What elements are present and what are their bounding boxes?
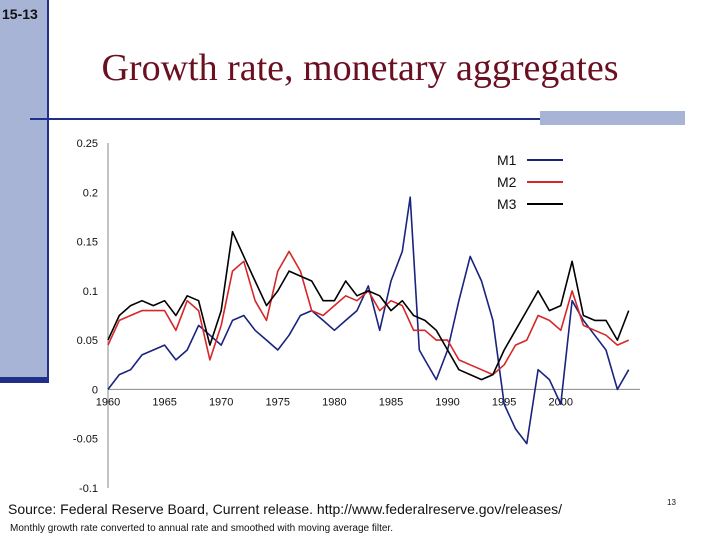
source-text: Source: Federal Reserve Board, Current r…	[8, 501, 563, 517]
y-tick-label: 0.05	[77, 335, 98, 347]
page-number: 13	[667, 498, 676, 507]
slide-id: 15-13	[2, 6, 38, 22]
series-line-m3	[107, 230, 630, 381]
x-tick-label: 1980	[322, 396, 346, 408]
y-tick-label: -0.1	[79, 483, 98, 495]
x-tick-label: 1960	[96, 396, 120, 408]
x-tick-label: 1965	[152, 396, 176, 408]
side-accent-bar	[0, 0, 49, 383]
series-line-m1	[107, 196, 630, 445]
title-rule-block	[540, 111, 685, 125]
title-rule	[30, 118, 685, 120]
y-tick-label: -0.05	[73, 434, 98, 446]
x-tick-label: 1990	[435, 396, 459, 408]
y-tick-label: 0	[92, 384, 98, 396]
legend-label: M2	[497, 174, 517, 190]
x-tick-label: 1985	[379, 396, 403, 408]
y-tick-label: 0.15	[77, 237, 98, 249]
legend-label: M3	[497, 196, 517, 212]
y-tick-label: 0.25	[77, 138, 98, 150]
y-tick-label: 0.2	[83, 187, 98, 199]
footnote-text: Monthly growth rate converted to annual …	[10, 523, 393, 534]
y-tick-label: 0.1	[83, 286, 98, 298]
legend-label: M1	[497, 152, 517, 168]
x-tick-label: 1975	[266, 396, 290, 408]
x-tick-label: 1970	[209, 396, 233, 408]
series-line-m2	[107, 250, 630, 376]
slide-title: Growth rate, monetary aggregates	[101, 47, 619, 89]
